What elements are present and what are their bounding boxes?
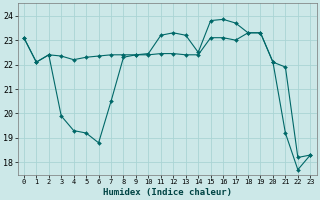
- X-axis label: Humidex (Indice chaleur): Humidex (Indice chaleur): [103, 188, 232, 197]
